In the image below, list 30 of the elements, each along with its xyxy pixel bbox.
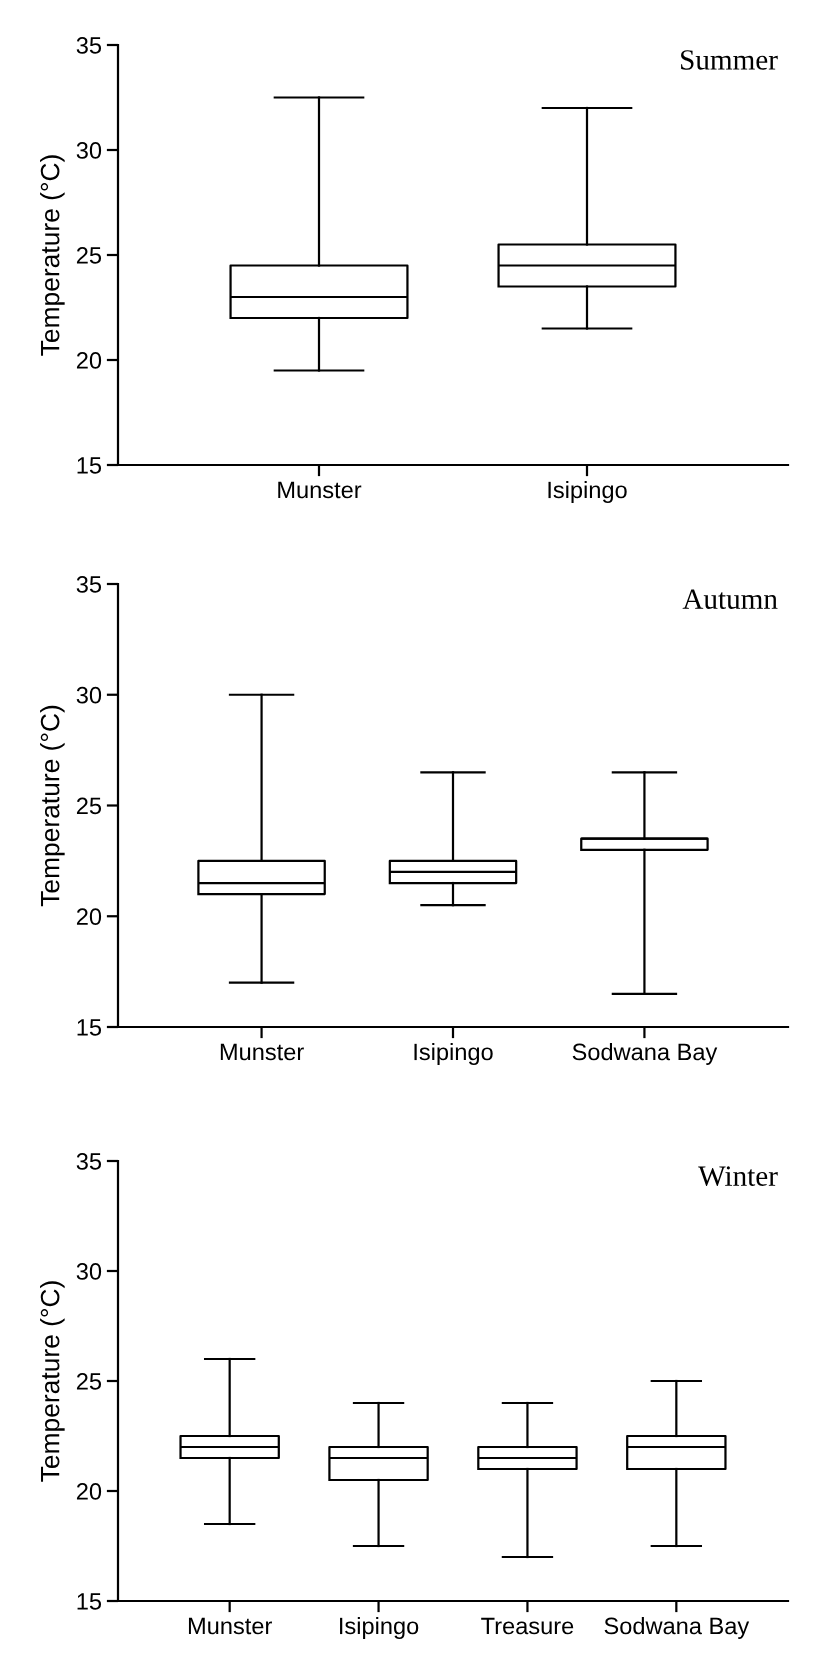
chart-title: Autumn xyxy=(682,589,778,609)
y-tick-label: 20 xyxy=(76,1483,102,1500)
y-tick-label: 20 xyxy=(76,352,102,369)
x-tick-label: Isipingo xyxy=(548,480,627,503)
chart-title: Winter xyxy=(698,1166,778,1187)
x-tick-label: Isipingo xyxy=(414,1042,493,1065)
y-tick-label: 25 xyxy=(76,797,102,815)
x-tick-label: Munster xyxy=(220,1043,304,1061)
x-tick-label: Sodwana Bay xyxy=(604,1616,750,1639)
y-tick-label: 25 xyxy=(76,1373,102,1390)
y-tick-label: 20 xyxy=(76,908,102,926)
chart-title: Summer xyxy=(681,50,778,70)
y-axis-title: Temperature (°C) xyxy=(40,155,65,356)
y-tick-label: 35 xyxy=(76,1153,102,1170)
y-tick-label: 15 xyxy=(77,457,102,474)
y-tick-label: 35 xyxy=(76,37,102,54)
y-tick-label: 25 xyxy=(76,247,102,264)
y-tick-label: 15 xyxy=(77,1019,102,1036)
x-tick-label: Munster xyxy=(188,1617,272,1635)
x-tick-label: Sodwana Bay xyxy=(572,1042,718,1065)
y-tick-label: 35 xyxy=(76,576,102,593)
y-tick-label: 30 xyxy=(76,1263,102,1280)
x-tick-label: Treasure xyxy=(481,1617,574,1635)
y-axis-title: Temperature (°C) xyxy=(40,705,65,907)
y-tick-label: 30 xyxy=(76,686,102,704)
y-tick-label: 30 xyxy=(76,142,102,159)
y-axis-title: Temperature (°C) xyxy=(40,1281,65,1482)
y-tick-label: 15 xyxy=(77,1593,102,1610)
x-tick-label: Isipingo xyxy=(340,1616,419,1639)
x-tick-label: Munster xyxy=(278,481,362,499)
